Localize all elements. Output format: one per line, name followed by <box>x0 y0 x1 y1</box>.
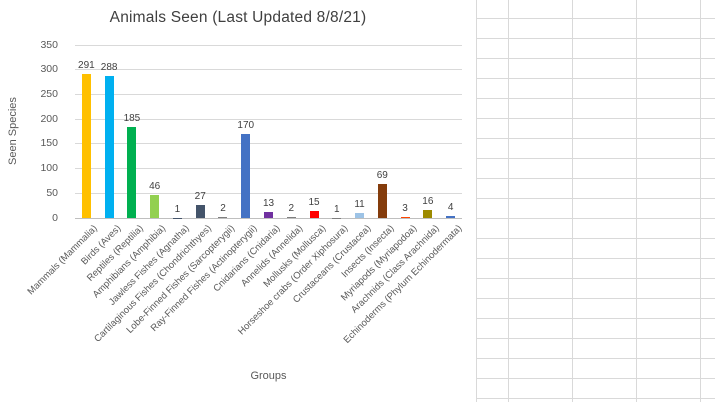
cell-row-line <box>477 258 715 259</box>
cell-row-line <box>477 78 715 79</box>
value-label: 15 <box>308 196 320 208</box>
value-label: 13 <box>262 197 275 209</box>
value-label: 1 <box>334 203 340 215</box>
x-axis-title: Groups <box>250 370 287 382</box>
y-tick-label: 100 <box>40 162 58 175</box>
value-label: 11 <box>354 198 365 210</box>
cell-row-line <box>477 378 715 379</box>
gridline <box>75 118 462 120</box>
cell-row-line <box>477 358 715 359</box>
x-axis-line <box>75 217 462 219</box>
chart-bar[interactable] <box>81 74 91 218</box>
chart-title: Animals Seen (Last Updated 8/8/21) <box>109 9 367 26</box>
y-axis-title: Seen Species <box>7 97 19 165</box>
y-tick-label: 0 <box>52 211 58 224</box>
value-label: 16 <box>422 196 434 208</box>
gridline <box>75 93 462 95</box>
cell-row-line <box>477 398 715 399</box>
cell-row-line <box>477 238 715 239</box>
value-label: 288 <box>100 61 118 73</box>
cell-row-line <box>477 98 715 99</box>
gridline <box>75 168 462 170</box>
chart-bar[interactable] <box>286 217 296 218</box>
chart-bar[interactable] <box>150 195 160 218</box>
chart-bar[interactable] <box>264 211 273 218</box>
chart-bar[interactable] <box>309 210 319 218</box>
cell-row-line <box>477 118 715 119</box>
cell-column-line <box>572 0 573 402</box>
cell-row-line <box>477 198 715 199</box>
gridline <box>75 143 462 145</box>
cell-row-line <box>477 138 715 139</box>
chart-bar[interactable] <box>355 212 365 218</box>
value-label: 2 <box>220 203 226 214</box>
chart-bar[interactable] <box>218 217 228 218</box>
cell-row-line <box>477 338 715 339</box>
value-label: 69 <box>376 169 388 181</box>
y-tick-label: 350 <box>40 38 58 51</box>
chart-bar[interactable] <box>377 183 387 218</box>
cell-row-line <box>477 298 715 299</box>
y-tick-label: 300 <box>40 63 58 76</box>
cell-column-line <box>636 0 637 402</box>
value-label: 27 <box>194 190 206 202</box>
cell-row-line <box>477 158 715 159</box>
value-label: 291 <box>78 60 95 72</box>
cell-column-line <box>508 0 509 402</box>
chart-bar[interactable] <box>195 204 205 218</box>
chart-bar[interactable] <box>400 216 410 218</box>
chart-bar[interactable] <box>241 133 251 218</box>
cell-row-line <box>477 278 715 279</box>
spreadsheet-cells[interactable] <box>477 0 715 402</box>
chart-bar[interactable] <box>446 216 456 218</box>
cell-row-line <box>477 218 715 219</box>
y-tick-label: 150 <box>40 137 58 150</box>
value-label: 185 <box>123 112 141 124</box>
cell-row-line <box>477 318 715 319</box>
cell-row-line <box>477 178 715 179</box>
value-label: 4 <box>447 202 454 214</box>
value-label: 46 <box>149 181 161 193</box>
y-tick-label: 250 <box>40 87 58 100</box>
gridline <box>75 192 462 194</box>
chart-object[interactable]: Animals Seen (Last Updated 8/8/21) Seen … <box>0 0 477 402</box>
cell-column-line <box>700 0 701 402</box>
chart-bar[interactable] <box>423 210 433 218</box>
cell-row-line <box>477 38 715 39</box>
y-tick-label: 50 <box>46 186 58 199</box>
gridline <box>75 69 462 71</box>
value-label: 2 <box>288 203 295 214</box>
gridline <box>75 44 462 46</box>
value-label: 1 <box>174 203 181 215</box>
cell-row-line <box>477 18 715 19</box>
chart-bar[interactable] <box>127 126 137 218</box>
value-label: 3 <box>402 202 408 214</box>
value-label: 170 <box>237 119 255 131</box>
y-tick-label: 200 <box>40 112 58 125</box>
cell-row-line <box>477 58 715 59</box>
chart-bar[interactable] <box>104 75 114 218</box>
